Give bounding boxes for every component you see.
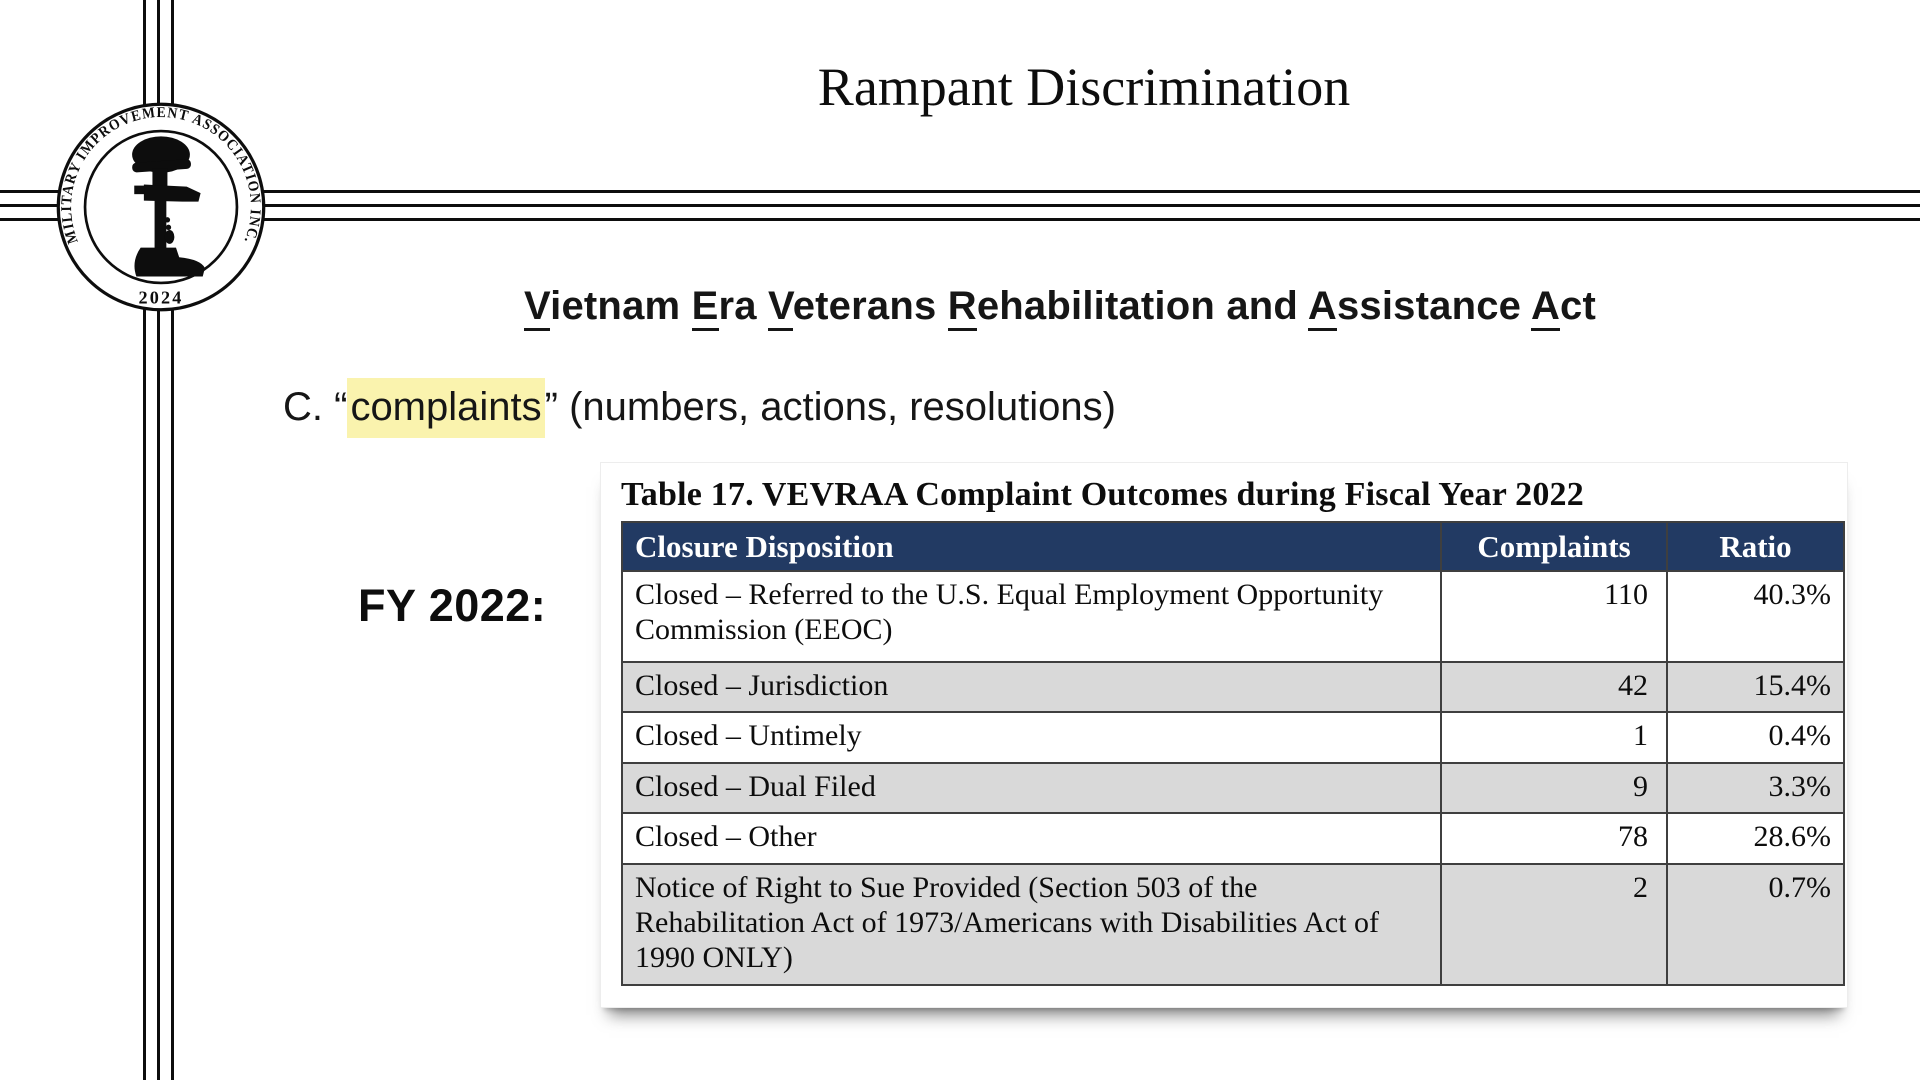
col-header-closure-disposition: Closure Disposition <box>621 521 1442 572</box>
table-row: Closed – Jurisdiction 42 15.4% <box>621 660 1845 714</box>
table-row: Closed – Other 78 28.6% <box>621 812 1845 865</box>
cell-closure-disposition: Closed – Untimely <box>621 711 1442 764</box>
underlined-letter: A <box>1307 284 1337 331</box>
cell-ratio: 40.3% <box>1666 570 1845 663</box>
text-segment: ” (numbers, actions, resolutions) <box>544 385 1116 429</box>
seal-graphic: MILITARY IMPROVEMENT ASSOCIATION INC. 20… <box>56 102 266 312</box>
vertical-border-line <box>157 0 160 1080</box>
cell-ratio: 0.7% <box>1666 862 1845 986</box>
col-header-ratio: Ratio <box>1666 521 1845 572</box>
table-header-row: Closure Disposition Complaints Ratio <box>621 521 1845 572</box>
vertical-border-line <box>143 0 146 1080</box>
highlighted-text: complaints <box>347 378 545 438</box>
cell-closure-disposition: Closed – Jurisdiction <box>621 660 1442 714</box>
text-segment: ct <box>1560 284 1597 328</box>
complaints-line: C. “complaints” (numbers, actions, resol… <box>283 378 1483 438</box>
table-row: Closed – Dual Filed 9 3.3% <box>621 761 1845 815</box>
text-segment: ssistance <box>1336 284 1531 328</box>
complaint-outcomes-table: Closure Disposition Complaints Ratio Clo… <box>621 521 1845 986</box>
cell-ratio: 28.6% <box>1666 812 1845 865</box>
horizontal-border-line <box>0 204 1920 207</box>
underlined-letter: E <box>691 284 719 331</box>
fy-2022-label: FY 2022: <box>358 580 547 631</box>
cell-complaints: 42 <box>1440 660 1668 714</box>
table-row: Closed – Referred to the U.S. Equal Empl… <box>621 570 1845 663</box>
battlefield-cross-icon <box>132 136 205 277</box>
underlined-letter: R <box>947 284 977 331</box>
text-segment: ra <box>718 284 769 328</box>
cell-closure-disposition: Closed – Dual Filed <box>621 761 1442 815</box>
cell-complaints: 2 <box>1440 862 1668 986</box>
military-seal-logo: MILITARY IMPROVEMENT ASSOCIATION INC. 20… <box>54 100 268 314</box>
seal-year: 2024 <box>139 287 184 307</box>
cell-ratio: 15.4% <box>1666 660 1845 714</box>
cell-ratio: 0.4% <box>1666 711 1845 764</box>
underlined-letter: V <box>523 284 551 331</box>
cell-closure-disposition: Closed – Other <box>621 812 1442 865</box>
underlined-letter: V <box>768 284 793 331</box>
table-image-card: Table 17. VEVRAA Complaint Outcomes duri… <box>600 462 1848 1008</box>
underlined-letter: A <box>1530 284 1561 331</box>
col-header-complaints: Complaints <box>1440 521 1668 572</box>
vertical-border-line <box>171 0 174 1080</box>
horizontal-border-line <box>0 190 1920 193</box>
slide-title: Rampant Discrimination <box>817 57 1351 117</box>
cell-complaints: 1 <box>1440 711 1668 764</box>
cell-closure-disposition: Closed – Referred to the U.S. Equal Empl… <box>621 570 1442 663</box>
cell-closure-disposition: Notice of Right to Sue Provided (Section… <box>621 862 1442 986</box>
table-row: Notice of Right to Sue Provided (Section… <box>621 862 1845 986</box>
cell-complaints: 78 <box>1440 812 1668 865</box>
table-title: Table 17. VEVRAA Complaint Outcomes duri… <box>621 476 1584 513</box>
cell-complaints: 110 <box>1440 570 1668 663</box>
cell-ratio: 3.3% <box>1666 761 1845 815</box>
text-segment: ehabilitation and <box>976 284 1308 328</box>
horizontal-border-line <box>0 218 1920 221</box>
text-segment: C. “ <box>283 385 348 429</box>
vevraa-subtitle: Vietnam Era Veterans Rehabilitation and … <box>460 284 1660 331</box>
text-segment: eterans <box>792 284 948 328</box>
table-row: Closed – Untimely 1 0.4% <box>621 711 1845 764</box>
text-segment: ietnam <box>550 284 692 328</box>
cell-complaints: 9 <box>1440 761 1668 815</box>
